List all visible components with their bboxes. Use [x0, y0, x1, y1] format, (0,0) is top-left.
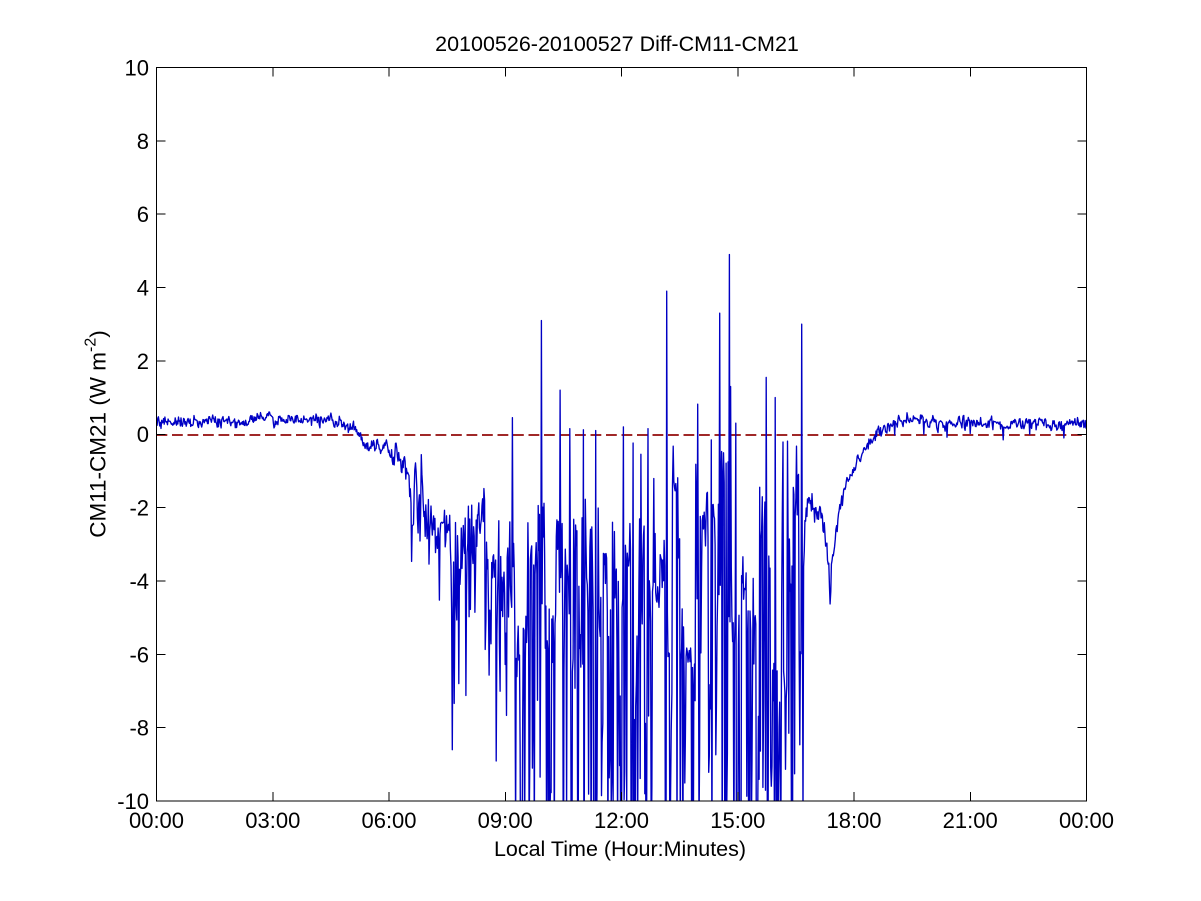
svg-text:-8: -8: [129, 716, 149, 741]
svg-text:-4: -4: [129, 569, 149, 594]
svg-text:06:00: 06:00: [361, 808, 416, 833]
svg-text:03:00: 03:00: [245, 808, 300, 833]
svg-text:00:00: 00:00: [129, 808, 184, 833]
svg-text:15:00: 15:00: [710, 808, 765, 833]
svg-text:09:00: 09:00: [478, 808, 533, 833]
svg-text:20100526-20100527 Diff-CM11-CM: 20100526-20100527 Diff-CM11-CM21: [435, 32, 799, 56]
svg-text:00:00: 00:00: [1059, 808, 1114, 833]
svg-text:-2: -2: [129, 496, 149, 521]
svg-text:10: 10: [125, 56, 149, 81]
svg-text:6: 6: [137, 202, 149, 227]
svg-text:Local Time (Hour:Minutes): Local Time (Hour:Minutes): [494, 837, 746, 861]
svg-text:12:00: 12:00: [594, 808, 649, 833]
svg-text:4: 4: [137, 276, 149, 301]
svg-text:CM11-CM21 (W m-2): CM11-CM21 (W m-2): [83, 330, 111, 538]
svg-text:2: 2: [137, 349, 149, 374]
svg-text:18:00: 18:00: [826, 808, 881, 833]
svg-text:-6: -6: [129, 642, 149, 667]
svg-text:21:00: 21:00: [943, 808, 998, 833]
svg-text:-10: -10: [117, 789, 149, 814]
svg-text:0: 0: [137, 422, 149, 447]
svg-text:8: 8: [137, 129, 149, 154]
